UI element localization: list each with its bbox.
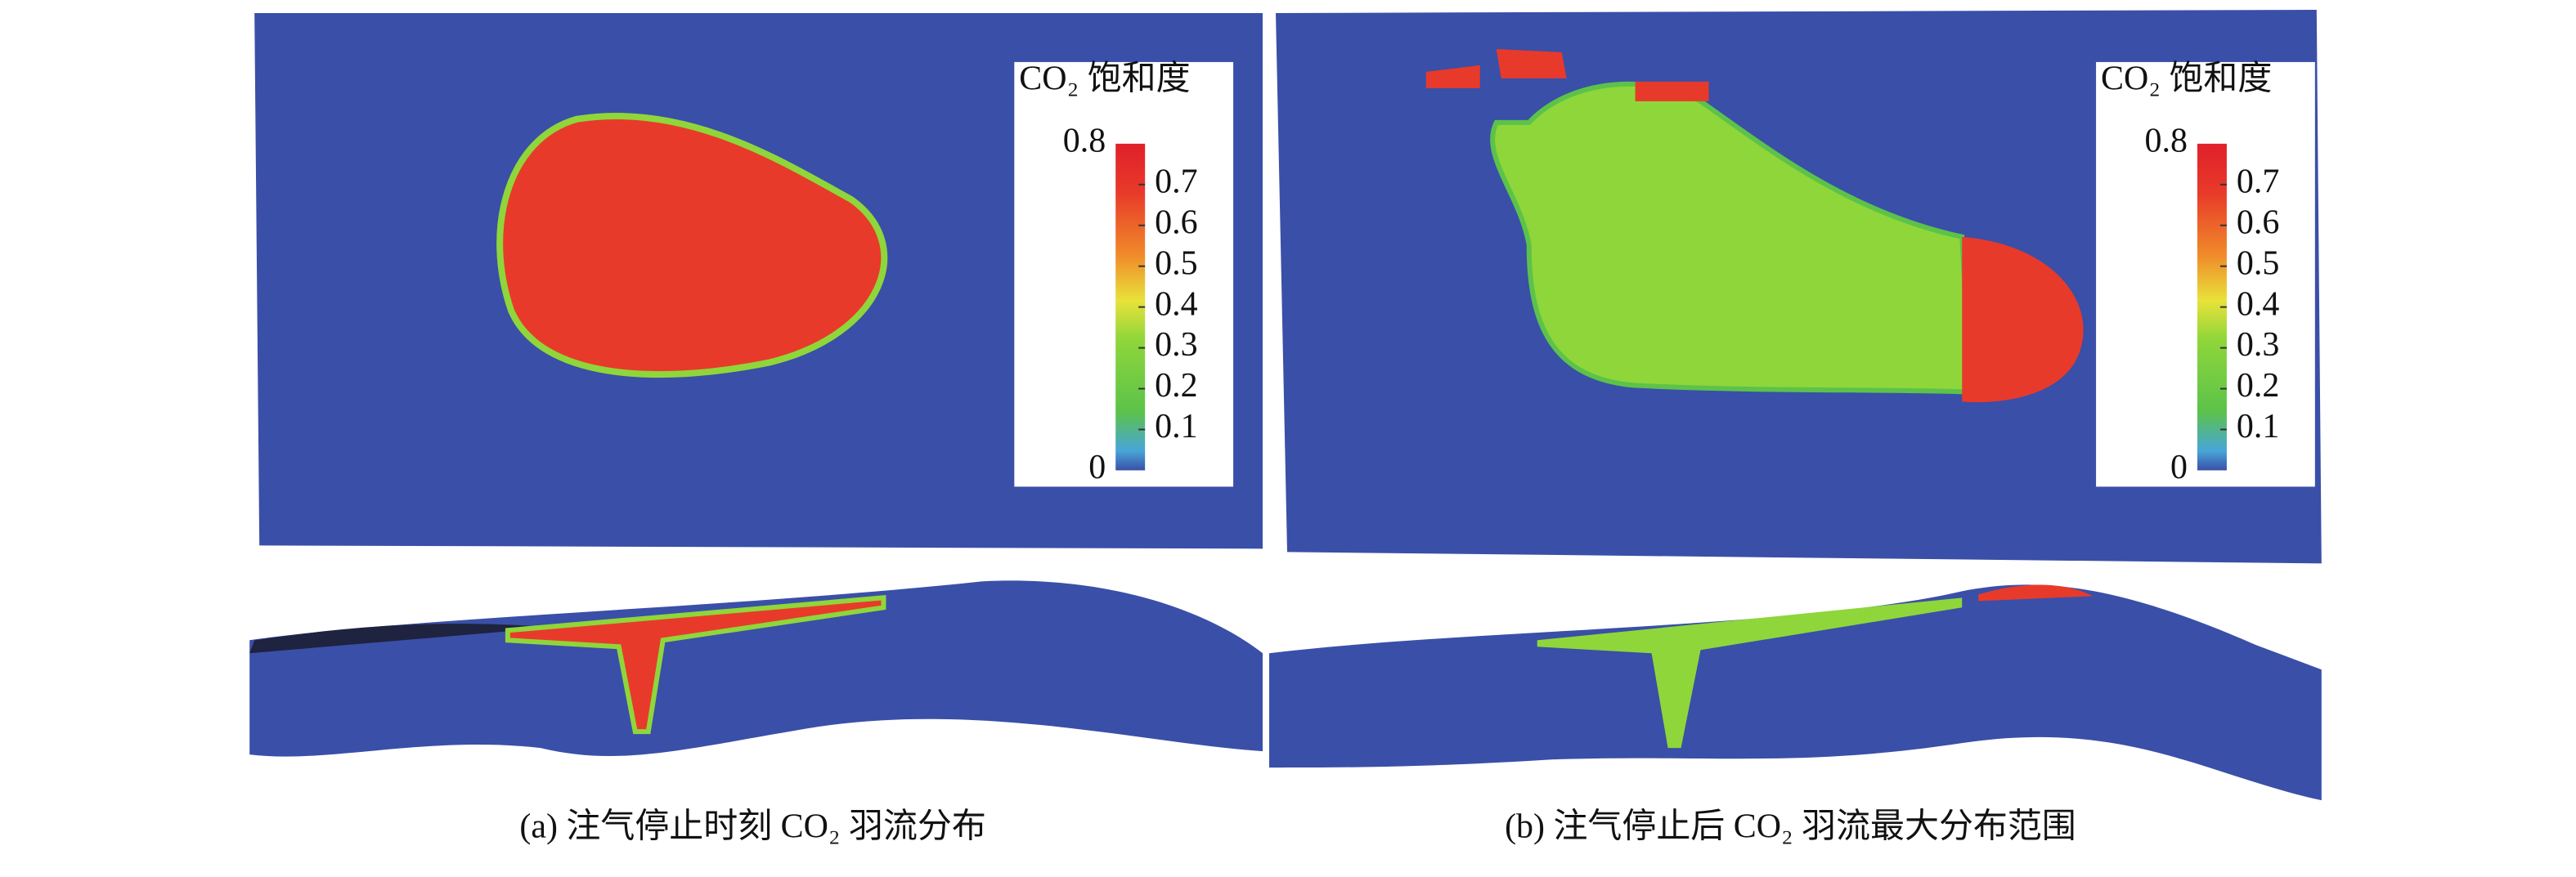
colorbar-tick-label: 0.1 xyxy=(1155,408,1197,445)
colorbar-tick-label: 0.2 xyxy=(1155,367,1197,405)
colorbar-tick-label: 0.5 xyxy=(2237,244,2279,282)
plume-section xyxy=(1537,597,1963,749)
caption: (a) 注气停止时刻 CO₂ 羽流分布 xyxy=(519,808,985,846)
colorbar-end-label: 0 xyxy=(1088,449,1106,486)
plume xyxy=(496,113,888,378)
colorbar-tick-label: 0.6 xyxy=(2237,204,2279,241)
plume-core xyxy=(1962,236,2084,403)
colorbar-tick-label: 0.4 xyxy=(1155,285,1197,323)
colorbar-title: CO₂ 饱和度 xyxy=(2101,60,2272,98)
cross-section xyxy=(1269,584,2322,801)
colorbar-tick-label: 0.3 xyxy=(2237,326,2279,364)
colorbar-tick-label: 0.7 xyxy=(2237,163,2279,200)
caption: (b) 注气停止后 CO₂ 羽流最大分布范围 xyxy=(1505,808,2076,846)
colorbar-tick-label: 0.5 xyxy=(1155,244,1197,282)
panel-a xyxy=(249,12,1263,757)
colorbar-tick-label: 0.2 xyxy=(2237,367,2279,405)
cross-section-shadow xyxy=(249,624,557,654)
colorbar-tick-label: 0.7 xyxy=(1155,163,1197,200)
colorbar-end-label: 0 xyxy=(2170,449,2188,486)
plume-section xyxy=(505,595,886,735)
colorbar-tick-label: 0.3 xyxy=(1155,326,1197,364)
panel-b xyxy=(1269,9,2322,801)
colorbar-title: CO₂ 饱和度 xyxy=(1019,60,1190,98)
colorbar-tick-label: 0.1 xyxy=(2237,408,2279,445)
colorbar-end-label: 0.8 xyxy=(1063,122,1106,159)
colorbar-end-label: 0.8 xyxy=(2145,122,2188,159)
colorbar-tick-label: 0.4 xyxy=(2237,285,2279,323)
plume-section-core xyxy=(1978,584,2094,602)
colorbar-tick-label: 0.6 xyxy=(1155,204,1197,241)
plume-core xyxy=(1425,48,1709,101)
